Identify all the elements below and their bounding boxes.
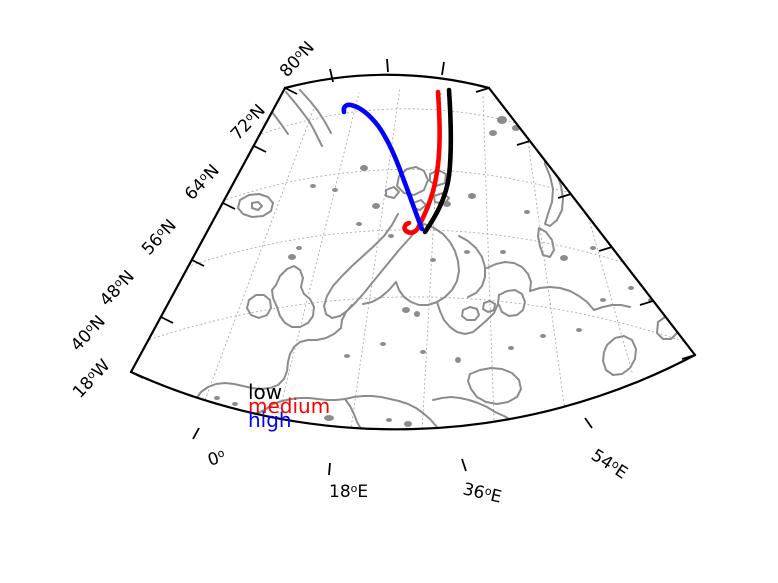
lon-label-36e: 36oE: [461, 479, 504, 507]
legend-label-high: high: [248, 408, 292, 432]
meridian-gridlines: [131, 87, 691, 430]
lat-label-72: 72oN: [227, 101, 270, 145]
frame-top-arc: [283, 73, 491, 90]
trajectory-group: [341, 87, 454, 235]
trajectory-high: [341, 102, 425, 232]
lon-label-18e: 18oE: [329, 482, 368, 502]
coastlines: [148, 89, 679, 430]
lat-label-80: 80oN: [276, 38, 319, 82]
lat-label-48: 48oN: [96, 267, 139, 311]
legend-label-medium: medium: [248, 394, 330, 418]
lat-label-64: 64oN: [181, 161, 224, 205]
frame-right-edge: [487, 86, 697, 357]
legend-label-low: low: [248, 380, 282, 404]
lon-label-18w: 18oW: [69, 356, 115, 403]
lon-label-0: 0o: [205, 446, 228, 471]
lat-label-40: 40oN: [67, 312, 110, 356]
map-frame: [129, 73, 697, 431]
parallel-gridlines: [131, 74, 695, 376]
frame-bottom-arc: [129, 353, 697, 431]
axis-ticks: [130, 58, 696, 476]
trajectory-medium: [402, 89, 442, 235]
trajectory-low: [422, 87, 454, 235]
lat-label-56: 56oN: [138, 216, 181, 260]
frame-left-edge: [129, 86, 287, 374]
legend: low medium high: [248, 380, 330, 432]
lon-label-54e: 54oE: [587, 445, 631, 483]
longitude-labels: 18oW 0o 18oE 36oE 54oE: [69, 356, 631, 508]
